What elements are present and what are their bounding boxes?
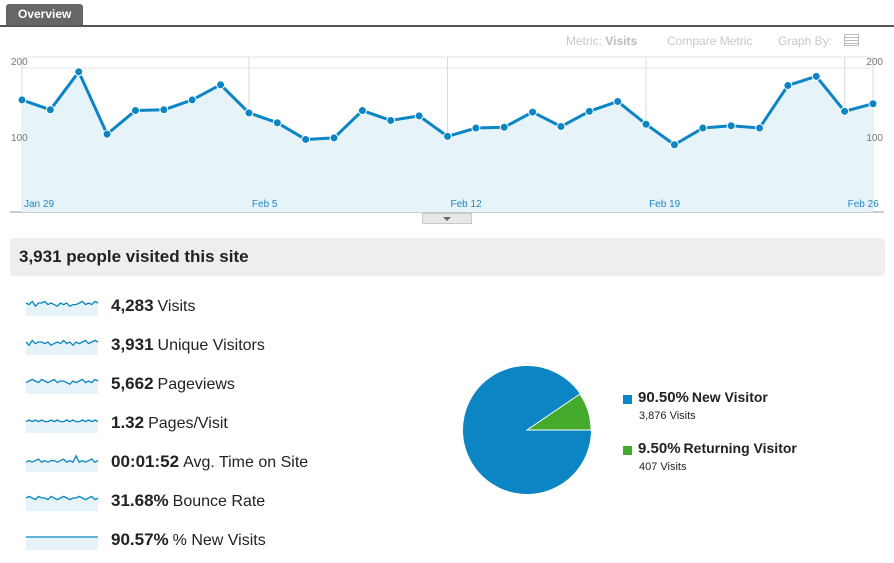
legend-label: Returning Visitor: [683, 440, 797, 456]
metric-value: 00:01:52 Avg. Time on Site: [111, 452, 309, 471]
data-point[interactable]: [868, 99, 878, 109]
data-point[interactable]: [301, 134, 311, 144]
data-point[interactable]: [584, 106, 594, 116]
sparkline-area: [26, 496, 98, 511]
data-point[interactable]: [187, 95, 197, 105]
metric-label: Unique Visitors: [157, 337, 265, 354]
metric-value: 1.32 Pages/Visit: [111, 413, 228, 432]
data-point[interactable]: [698, 123, 708, 133]
metric-label: % New Visits: [172, 532, 266, 549]
data-point[interactable]: [471, 123, 481, 133]
sparkline-area: [26, 455, 98, 472]
pie-slice-returning-visitor[interactable]: [525, 393, 592, 431]
metric-value: 5,662 Pageviews: [111, 374, 235, 393]
summary-header: 3,931 people visited this site: [10, 238, 885, 276]
data-point[interactable]: [669, 140, 679, 150]
data-point[interactable]: [443, 131, 452, 141]
graph-by-label: Graph By:: [778, 34, 833, 48]
metric-label: Bounce Rate: [172, 493, 266, 510]
data-point[interactable]: [102, 129, 112, 139]
summary-headline: 3,931 people visited this site: [19, 247, 249, 266]
metric-value: 3,931 Unique Visitors: [111, 335, 265, 354]
sparkline-chart: [25, 378, 99, 394]
sparkline-chart: [25, 339, 99, 355]
data-point[interactable]: [641, 119, 651, 129]
sparkline-line: [25, 378, 99, 385]
x-tick-label: Feb 12: [451, 199, 483, 210]
y-tick-label: 100: [11, 133, 28, 144]
sparkline-chart: [25, 495, 99, 511]
tab-overview[interactable]: Overview: [6, 4, 84, 25]
compare-metric-link[interactable]: Compare Metric: [667, 34, 753, 48]
data-point[interactable]: [130, 106, 140, 116]
sparkline-chart: [25, 300, 99, 316]
data-point[interactable]: [357, 106, 367, 116]
x-tick-label: Feb 19: [649, 199, 681, 210]
metric-label: Avg. Time on Site: [183, 454, 309, 471]
data-point[interactable]: [414, 111, 424, 121]
data-point[interactable]: [499, 122, 509, 132]
data-point[interactable]: [244, 108, 254, 118]
metric-value: 31.68% Bounce Rate: [111, 491, 266, 510]
x-tick-label: Feb 26: [848, 199, 880, 210]
metric-value: Visits: [605, 34, 638, 48]
data-point[interactable]: [726, 121, 736, 131]
y-tick-label: 100: [866, 133, 883, 144]
data-point[interactable]: [216, 80, 226, 90]
data-point[interactable]: [840, 106, 850, 116]
sparkline-area: [26, 301, 98, 316]
data-point[interactable]: [159, 105, 169, 115]
tab-underline: [0, 25, 894, 27]
sparkline-line: [25, 495, 99, 501]
data-point[interactable]: [74, 67, 84, 77]
data-point[interactable]: [811, 71, 821, 81]
x-tick-label: Jan 29: [24, 199, 54, 210]
x-tick-label: Feb 5: [252, 199, 278, 210]
sparkline-chart: [25, 419, 99, 433]
sparkline-area: [26, 340, 98, 355]
y-tick-label: 200: [11, 57, 28, 68]
visits-area: [22, 71, 873, 212]
metric-selector[interactable]: Metric: Visits: [566, 34, 637, 50]
legend-percent: 90.50% New Visitor: [638, 389, 768, 406]
metric-value: 90.57%% New Visits: [111, 530, 266, 549]
metric-label: Pageviews: [157, 376, 235, 393]
sparkline-line: [25, 300, 99, 308]
graph-period-icon[interactable]: [844, 34, 859, 46]
data-point[interactable]: [45, 105, 55, 115]
data-point[interactable]: [528, 107, 538, 117]
y-tick-label: 200: [866, 57, 883, 68]
sparkline-chart: [25, 454, 99, 472]
legend-swatch: [623, 395, 632, 404]
sparkline-area: [26, 537, 98, 550]
metric-label: Metric:: [566, 34, 602, 48]
legend-label: New Visitor: [691, 389, 768, 405]
sparkline-line: [25, 339, 99, 347]
legend-count: 407 Visits: [639, 461, 687, 473]
data-point[interactable]: [329, 133, 339, 143]
data-point[interactable]: [755, 123, 765, 133]
data-point[interactable]: [556, 122, 566, 132]
sparkline-area: [26, 379, 98, 394]
legend-swatch: [623, 446, 632, 455]
sparkline-chart: [26, 536, 98, 550]
metric-label: Visits: [157, 298, 196, 315]
legend-percent: 9.50% Returning Visitor: [638, 440, 797, 457]
sparkline-area: [26, 420, 98, 433]
chart-collapse-handle[interactable]: [422, 213, 472, 224]
visits-line-chart: 200 200 100 100 Jan 29 Feb 5 Feb 12 Feb 19 Feb 2…: [10, 56, 884, 213]
data-point[interactable]: [272, 118, 282, 128]
metric-value: 4,283 Visits: [111, 296, 196, 315]
sparkline-line: [25, 454, 99, 464]
data-point[interactable]: [386, 115, 396, 125]
data-point[interactable]: [613, 96, 623, 106]
sparkline-line: [25, 419, 99, 423]
visitor-type-pie: [463, 366, 592, 494]
data-point[interactable]: [17, 95, 27, 105]
metric-label: Pages/Visit: [148, 415, 228, 432]
legend-count: 3,876 Visits: [639, 410, 696, 422]
data-point[interactable]: [783, 80, 793, 90]
